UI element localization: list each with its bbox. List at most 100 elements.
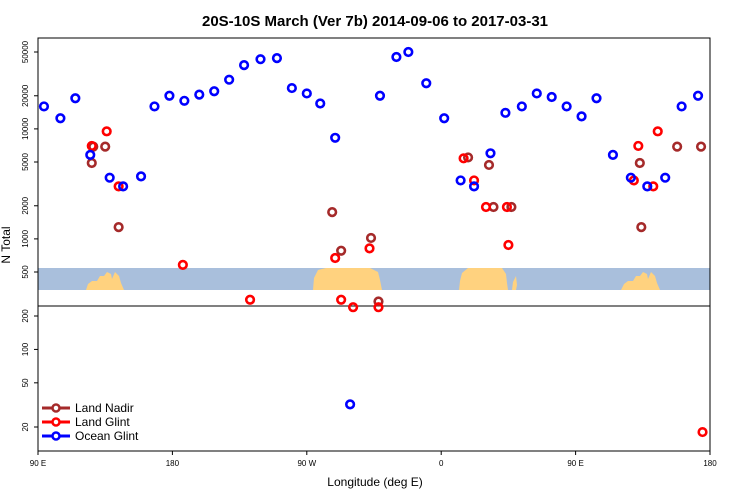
land-nadir-point xyxy=(636,221,647,233)
y-tick-label: 500 xyxy=(21,265,30,279)
ocean-glint-point xyxy=(135,171,147,182)
ocean-glint-point xyxy=(374,90,386,101)
land-nadir-point xyxy=(695,141,707,152)
land-glint-point xyxy=(458,153,469,164)
land-nadir-point xyxy=(462,152,474,163)
ocean-glint-point xyxy=(421,78,432,89)
ocean-glint-point xyxy=(676,101,687,112)
ocean-glint-point xyxy=(209,86,220,97)
ocean-glint-point xyxy=(439,113,450,124)
legend-label-ocean-glint: Ocean Glint xyxy=(75,429,139,443)
y-tick-label: 200 xyxy=(21,309,30,323)
land-nadir-point xyxy=(86,157,97,169)
ocean-glint-point xyxy=(546,91,557,103)
ocean-glint-point xyxy=(55,113,66,124)
land-glint-point xyxy=(503,239,514,251)
land-glint-point xyxy=(244,294,256,305)
ocean-glint-point xyxy=(38,101,50,112)
legend-marker-ocean-glint xyxy=(51,431,61,441)
land-ocean-strip xyxy=(38,268,710,290)
legend-label-land-nadir: Land Nadir xyxy=(75,401,134,415)
land-glint-point xyxy=(648,181,659,192)
ocean-glint-point xyxy=(660,172,671,183)
ocean-glint-point xyxy=(692,90,704,101)
ocean-glint-point xyxy=(255,54,266,65)
land-glint-point xyxy=(468,175,480,186)
land-glint-point xyxy=(633,140,644,152)
ocean-glint-point xyxy=(224,74,235,85)
legend-item-land-glint: Land Glint xyxy=(42,415,130,429)
x-tick-label: 180 xyxy=(703,459,717,468)
data-points xyxy=(38,46,708,438)
land-nadir-point xyxy=(100,141,111,152)
land-mass-africa xyxy=(459,268,517,290)
legend-marker-land-glint xyxy=(51,417,61,427)
ocean-glint-point xyxy=(286,82,297,94)
ocean-glint-point xyxy=(179,95,190,106)
ocean-glint-point xyxy=(607,149,619,161)
land-nadir-point xyxy=(113,221,124,233)
ocean-glint-point xyxy=(164,90,175,101)
ocean-glint-point xyxy=(500,107,511,118)
legend-marker-land-nadir xyxy=(51,403,61,413)
land-glint-point xyxy=(347,302,359,313)
land-nadir-point xyxy=(506,201,517,213)
y-tick-label: 5000 xyxy=(21,153,30,171)
ocean-glint-point xyxy=(70,93,81,104)
y-tick-label: 10000 xyxy=(21,117,30,140)
land-nadir-point xyxy=(327,207,338,218)
ocean-glint-point xyxy=(238,60,250,71)
legend-item-ocean-glint: Ocean Glint xyxy=(42,429,139,443)
ocean-glint-point xyxy=(576,111,587,122)
land-mass-australia-left xyxy=(86,272,124,290)
ocean-glint-point xyxy=(345,399,356,410)
ocean-glint-point xyxy=(403,46,414,58)
ocean-glint-point xyxy=(85,149,96,161)
ocean-glint-point xyxy=(516,101,527,112)
land-glint-point xyxy=(330,252,341,264)
legend-item-land-nadir: Land Nadir xyxy=(42,401,134,415)
ocean-glint-point xyxy=(485,148,496,159)
x-tick-label: 90 W xyxy=(297,459,316,468)
ocean-glint-point xyxy=(625,172,636,183)
y-tick-label: 100 xyxy=(21,342,30,356)
y-tick-label: 20 xyxy=(21,422,30,431)
ocean-glint-point xyxy=(391,51,402,63)
plot-border xyxy=(37,37,711,452)
legend-label-land-glint: Land Glint xyxy=(75,415,130,429)
chart-title: 20S-10S March (Ver 7b) 2014-09-06 to 201… xyxy=(202,13,548,30)
y-axis-label: N Total xyxy=(0,226,13,263)
land-glint-point xyxy=(373,302,384,313)
land-nadir-point xyxy=(483,159,495,171)
y-tick-label: 50000 xyxy=(21,40,30,63)
ocean-glint-point xyxy=(455,175,466,186)
x-tick-label: 90 E xyxy=(30,459,46,468)
land-mass-australia-right xyxy=(621,272,660,290)
ocean-glint-point xyxy=(194,89,205,100)
land-nadir-point xyxy=(373,296,384,307)
ocean-glint-point xyxy=(468,181,480,192)
land-glint-point xyxy=(86,140,97,152)
y-tick-label: 20000 xyxy=(21,84,30,107)
ocean-glint-point xyxy=(149,101,160,112)
x-tick-label: 0 xyxy=(439,459,444,468)
land-nadir-point xyxy=(336,245,347,256)
ocean-glint-point xyxy=(315,98,326,109)
land-glint-point xyxy=(113,181,124,192)
land-nadir-point xyxy=(365,232,377,244)
ocean-glint-point xyxy=(330,132,341,143)
ocean-glint-point xyxy=(118,181,129,192)
land-glint-point xyxy=(177,259,188,271)
land-nadir-point xyxy=(672,141,683,152)
x-axis: 90 E 180 90 W 0 90 E 180 xyxy=(30,451,717,468)
ocean-glint-point xyxy=(591,93,602,104)
y-axis-lower: 20 50 100 200 xyxy=(21,309,38,431)
x-tick-label: 180 xyxy=(166,459,180,468)
ocean-glint-point xyxy=(301,88,312,99)
land-glint-point xyxy=(480,201,492,213)
land-glint-point xyxy=(336,294,347,305)
land-glint-point xyxy=(697,426,708,438)
land-glint-point xyxy=(364,243,375,254)
ocean-glint-point xyxy=(271,53,283,64)
